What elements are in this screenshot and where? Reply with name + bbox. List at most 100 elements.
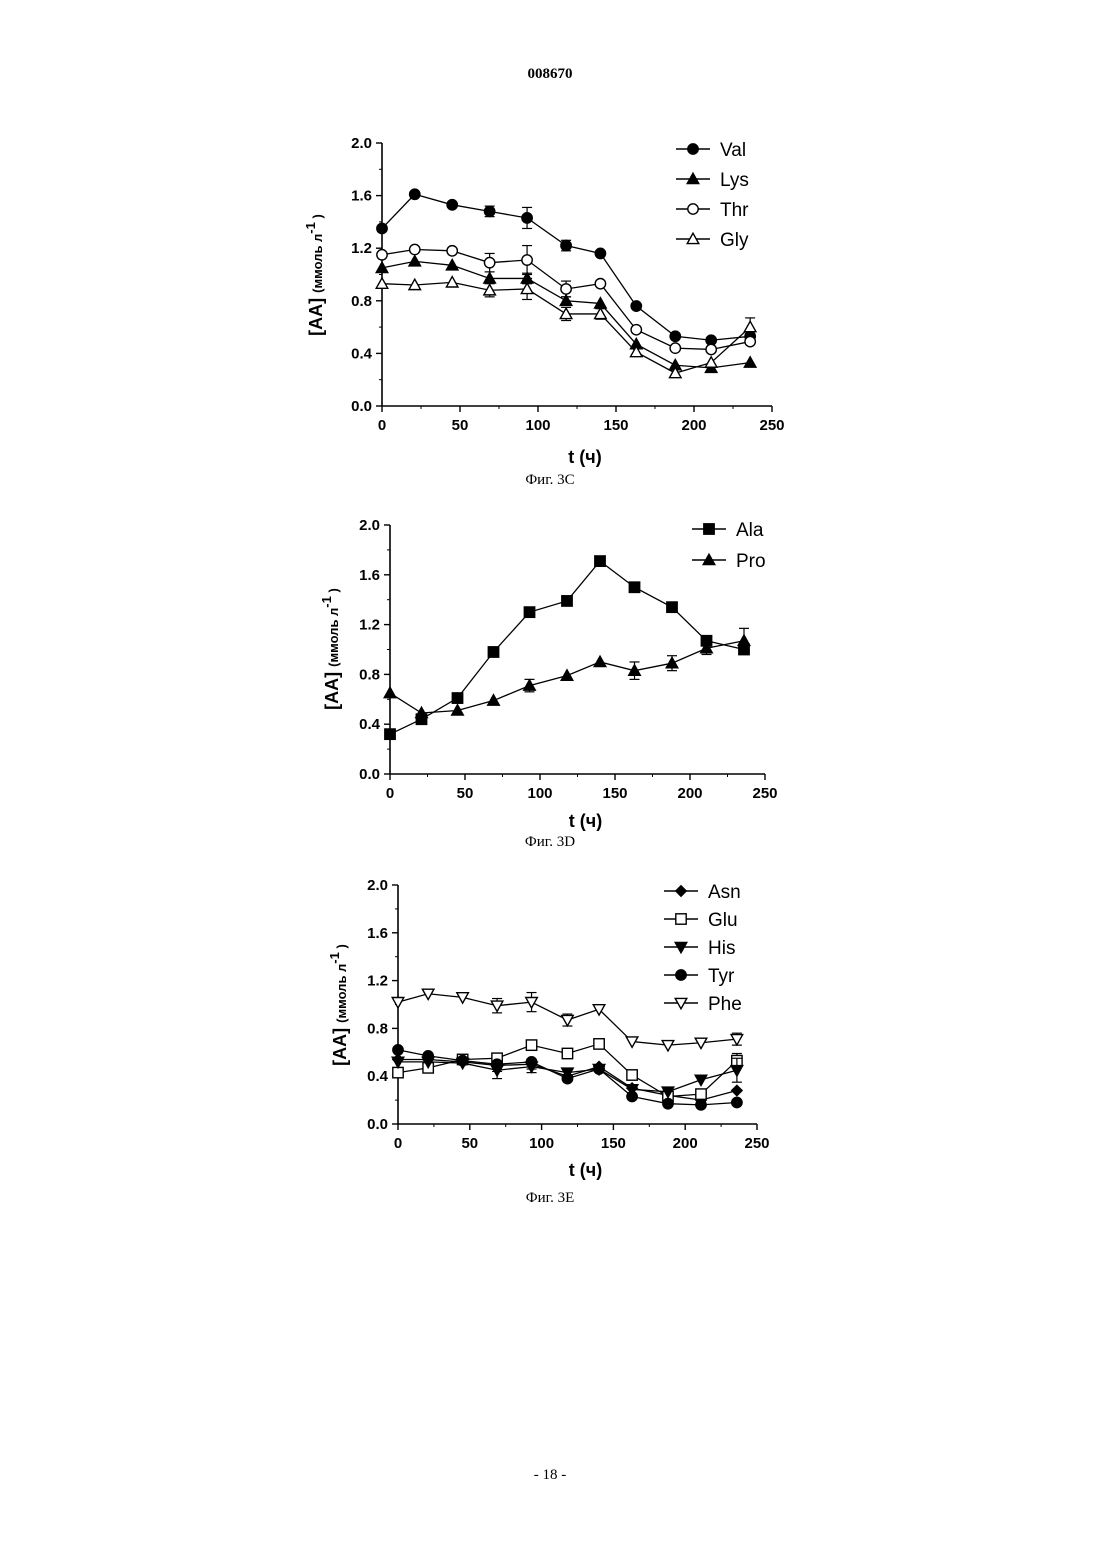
legend-label-his: His: [708, 938, 735, 959]
data-point-tyr: [627, 1091, 637, 1101]
y-axis-title-exponent: -1: [303, 222, 318, 234]
y-tick-label: 1.6: [359, 567, 380, 584]
legend-label-glu: Glu: [708, 910, 738, 931]
x-tick-label: 0: [378, 417, 386, 434]
x-tick-label: 200: [681, 417, 706, 434]
legend-label-asn: Asn: [708, 882, 741, 903]
x-tick-label: 0: [394, 1135, 402, 1152]
y-tick-label: 1.2: [359, 617, 380, 634]
y-axis-title-close: ): [334, 944, 349, 952]
y-tick-label: 0.0: [359, 766, 380, 783]
data-point-lys: [409, 256, 421, 266]
data-point-tyr: [562, 1073, 572, 1083]
legend-marker-ala: [704, 524, 714, 534]
y-tick-label: 0.4: [367, 1068, 389, 1085]
data-point-his: [695, 1075, 707, 1085]
data-point-pro: [594, 656, 606, 666]
data-point-tyr: [663, 1098, 673, 1108]
data-point-ala: [562, 596, 572, 606]
data-point-tyr: [492, 1059, 502, 1069]
data-point-thr: [410, 244, 420, 254]
data-point-thr: [631, 325, 641, 335]
data-point-glu: [594, 1039, 604, 1049]
y-axis-title-unit: (ммоль л: [326, 608, 341, 667]
data-point-gly: [521, 283, 533, 293]
data-point-tyr: [732, 1097, 742, 1107]
x-axis-title: t (ч): [569, 1160, 602, 1180]
data-point-ala: [667, 602, 677, 612]
legend-marker-glu: [676, 914, 686, 924]
y-axis-title-close: ): [310, 214, 325, 222]
x-tick-label: 50: [457, 785, 474, 802]
series-val: [377, 189, 756, 345]
legend-label-gly: Gly: [720, 230, 749, 251]
data-point-gly: [744, 321, 756, 331]
y-axis-title: [AA] (ммоль л-1 ): [303, 214, 326, 336]
x-tick-label: 250: [759, 417, 784, 434]
data-point-tyr: [594, 1064, 604, 1074]
x-tick-label: 150: [603, 417, 628, 434]
x-tick-label: 50: [461, 1135, 478, 1152]
legend-label-ala: Ala: [736, 520, 764, 541]
figure-caption-3d: Фиг. 3D: [0, 834, 1100, 851]
y-tick-label: 1.6: [367, 925, 388, 942]
data-point-thr: [706, 344, 716, 354]
data-point-phe: [662, 1041, 674, 1051]
x-tick-label: 100: [525, 417, 550, 434]
series-pro: [384, 628, 750, 717]
x-tick-label: 150: [602, 785, 627, 802]
y-axis-title-exponent: -1: [319, 596, 334, 608]
data-point-tyr: [696, 1100, 706, 1110]
y-axis-title: [AA] (ммоль л-1 ): [319, 588, 342, 710]
y-tick-label: 2.0: [359, 517, 380, 534]
data-point-glu: [562, 1048, 572, 1058]
data-point-tyr: [457, 1055, 467, 1065]
y-axis-title-main: [AA]: [322, 667, 342, 710]
legend-label-tyr: Tyr: [708, 966, 735, 987]
data-point-ala: [488, 647, 498, 657]
x-tick-label: 100: [527, 785, 552, 802]
data-point-val: [447, 200, 457, 210]
figure-caption-3c: Фиг. 3С: [0, 472, 1100, 489]
data-point-val: [410, 189, 420, 199]
legend-marker-val: [688, 144, 698, 154]
data-point-phe: [562, 1015, 574, 1025]
data-point-thr: [595, 279, 605, 289]
y-tick-label: 1.6: [351, 188, 372, 205]
y-axis-title-close: ): [326, 588, 341, 596]
legend-label-thr: Thr: [720, 200, 749, 221]
chart-fig-3e: 0.00.40.81.21.62.0050100150200250t (ч)[A…: [0, 865, 1100, 1205]
data-point-thr: [561, 284, 571, 294]
x-tick-label: 50: [452, 417, 469, 434]
legend-marker-thr: [688, 204, 698, 214]
series-phe: [392, 989, 742, 1051]
legend-marker-asn: [676, 886, 686, 896]
data-point-phe: [392, 998, 404, 1008]
legend-label-pro: Pro: [736, 551, 766, 572]
y-axis-title-main: [AA]: [330, 1023, 350, 1066]
chart-fig-3d: 0.00.40.81.21.62.0050100150200250t (ч)[A…: [0, 505, 1100, 845]
x-axis-title: t (ч): [569, 811, 602, 831]
data-point-ala: [452, 693, 462, 703]
data-point-glu: [627, 1070, 637, 1080]
data-point-val: [377, 223, 387, 233]
data-point-ala: [629, 582, 639, 592]
data-point-pro: [488, 695, 500, 705]
data-point-thr: [484, 257, 494, 267]
y-tick-label: 0.8: [367, 1020, 388, 1037]
legend-marker-tyr: [676, 970, 686, 980]
data-point-glu: [696, 1089, 706, 1099]
data-point-thr: [745, 336, 755, 346]
y-tick-label: 0.8: [359, 666, 380, 683]
data-point-asn: [732, 1085, 742, 1095]
data-point-tyr: [393, 1045, 403, 1055]
legend-label-phe: Phe: [708, 994, 742, 1015]
x-tick-label: 200: [673, 1135, 698, 1152]
y-tick-label: 1.2: [351, 240, 372, 257]
chart-fig-3c: 0.00.40.81.21.62.0050100150200250t (ч)[A…: [0, 125, 1100, 485]
y-axis-title-unit: (ммоль л: [310, 234, 325, 293]
data-point-thr: [447, 246, 457, 256]
legend-label-val: Val: [720, 140, 746, 161]
data-point-val: [522, 213, 532, 223]
x-tick-label: 0: [386, 785, 394, 802]
